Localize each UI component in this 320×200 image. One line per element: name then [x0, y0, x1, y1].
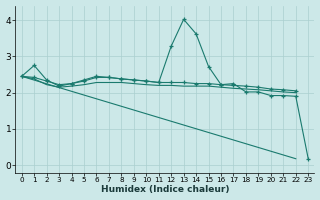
X-axis label: Humidex (Indice chaleur): Humidex (Indice chaleur) — [101, 185, 229, 194]
